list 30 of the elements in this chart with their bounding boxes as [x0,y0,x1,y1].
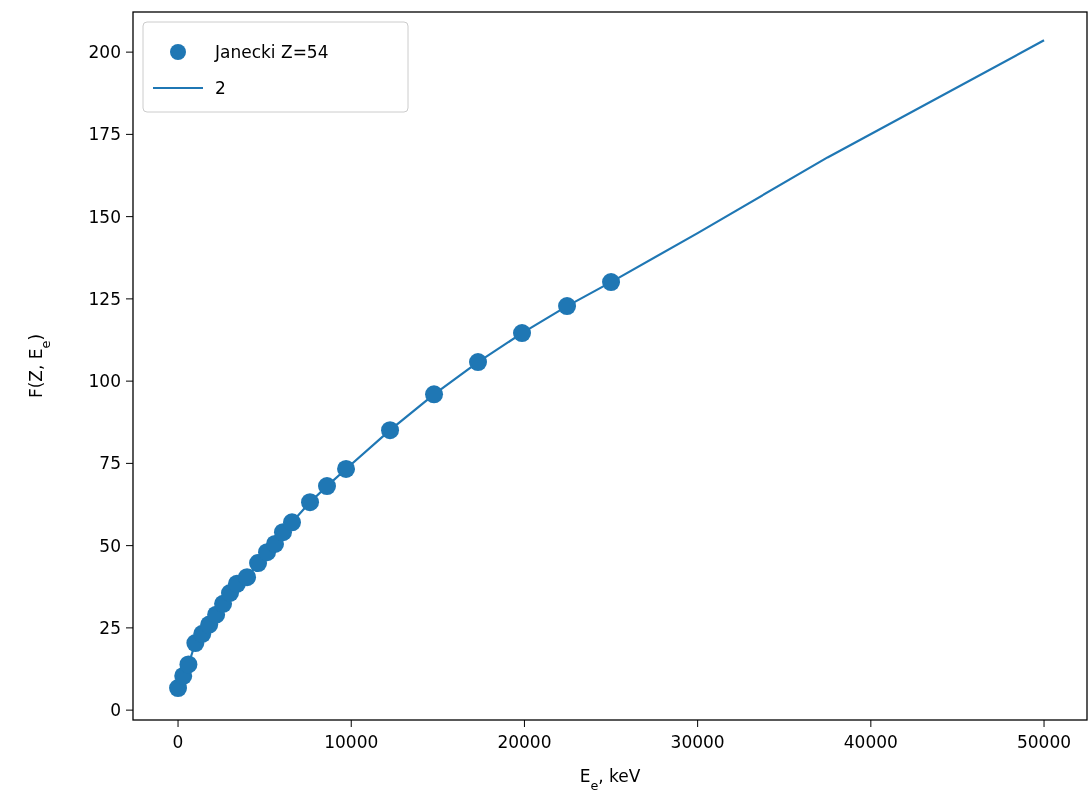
x-tick-label: 50000 [1017,732,1072,752]
point [381,421,400,440]
y-tick-label: 0 [110,700,121,721]
point [469,353,488,372]
y-tick-label: 175 [88,124,121,145]
point [301,493,320,512]
y-tick-label: 100 [88,371,121,392]
x-tick-label: 40000 [843,732,898,752]
point [283,513,301,532]
legend-label: 2 [215,78,226,98]
point [337,459,356,478]
y-tick-label: 50 [99,535,121,556]
point [558,297,577,316]
x-tick-label: 30000 [670,732,725,752]
point [238,568,257,587]
y-tick-label: 150 [88,206,121,227]
point [179,655,198,674]
x-tick-label: 0 [172,732,184,752]
x-tick-label: 20000 [497,732,552,752]
point [513,324,532,343]
point [317,477,336,496]
y-tick-label: 25 [99,617,121,638]
point [425,385,444,404]
y-tick-label: 125 [88,288,121,309]
y-tick-label: 200 [88,42,121,63]
y-tick-label: 75 [99,453,121,474]
x-axis-title: E$_{e}$, keV [579,766,641,793]
x-tick-label: 10000 [324,732,379,752]
point [602,273,621,292]
legend-label: Janecki Z=54 [214,42,329,62]
